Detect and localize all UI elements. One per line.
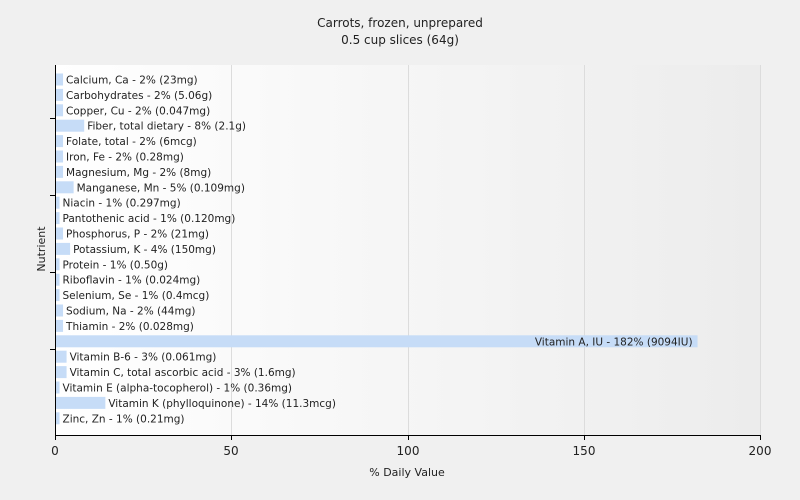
bar-value-label: Folate, total - 2% (6mcg) [66, 136, 197, 148]
bar [56, 73, 64, 86]
x-tick-label: 100 [397, 444, 420, 458]
bar [56, 335, 698, 348]
bar [56, 381, 60, 394]
bar-value-label: Iron, Fe - 2% (0.28mg) [66, 152, 184, 164]
bar [56, 88, 64, 101]
bar [56, 366, 67, 379]
x-tick-label: 0 [51, 444, 59, 458]
bar-value-label: Magnesium, Mg - 2% (8mg) [66, 167, 211, 179]
bar-value-label: Phosphorus, P - 2% (21mg) [66, 229, 209, 241]
bar-value-label: Riboflavin - 1% (0.024mg) [63, 275, 201, 287]
bar [56, 258, 60, 271]
bar [56, 319, 64, 332]
bar-value-label: Zinc, Zn - 1% (0.21mg) [63, 413, 185, 425]
bar-value-label: Protein - 1% (0.50g) [63, 259, 169, 271]
bar-value-label: Thiamin - 2% (0.028mg) [65, 321, 194, 333]
bar-value-label: Selenium, Se - 1% (0.4mcg) [63, 290, 210, 302]
x-tick-label: 200 [749, 444, 772, 458]
bar [56, 242, 71, 255]
bar [56, 196, 60, 209]
bar [56, 396, 106, 409]
bar [56, 289, 60, 302]
bar [56, 412, 60, 425]
plot-area [55, 65, 760, 435]
bar-value-label: Fiber, total dietary - 8% (2.1g) [87, 121, 246, 133]
bar [56, 135, 64, 148]
bar-value-label: Sodium, Na - 2% (44mg) [66, 306, 195, 318]
bar-value-label: Vitamin B-6 - 3% (0.061mg) [70, 352, 217, 364]
bar-value-label: Manganese, Mn - 5% (0.109mg) [77, 182, 245, 194]
bar [56, 181, 74, 194]
bar-value-label: Copper, Cu - 2% (0.047mg) [66, 105, 210, 117]
bar-value-label: Niacin - 1% (0.297mg) [63, 198, 181, 210]
chart-subtitle: 0.5 cup slices (64g) [341, 33, 459, 47]
x-tick-label: 150 [573, 444, 596, 458]
bar-value-label: Vitamin K (phylloquinone) - 14% (11.3mcg… [108, 398, 336, 410]
bar [56, 304, 64, 317]
bar [56, 104, 64, 117]
bar [56, 212, 60, 225]
bar-value-label: Carbohydrates - 2% (5.06g) [66, 90, 212, 102]
bar-value-label: Vitamin A, IU - 182% (9094IU) [535, 336, 693, 348]
bar [56, 119, 85, 132]
chart-title: Carrots, frozen, unprepared [317, 16, 483, 30]
bar [56, 165, 64, 178]
bar [56, 350, 67, 363]
bar-value-label: Potassium, K - 4% (150mg) [73, 244, 216, 256]
bar-value-label: Calcium, Ca - 2% (23mg) [66, 75, 198, 87]
bar-value-label: Pantothenic acid - 1% (0.120mg) [63, 213, 236, 225]
bar [56, 150, 64, 163]
bar [56, 227, 64, 240]
bar-value-label: Vitamin C, total ascorbic acid - 3% (1.6… [70, 367, 296, 379]
bar-value-label: Vitamin E (alpha-tocopherol) - 1% (0.36m… [63, 383, 293, 395]
x-axis-label: % Daily Value [369, 466, 445, 479]
y-axis-label: Nutrient [35, 226, 48, 272]
bar [56, 273, 60, 286]
x-tick-label: 50 [223, 444, 238, 458]
